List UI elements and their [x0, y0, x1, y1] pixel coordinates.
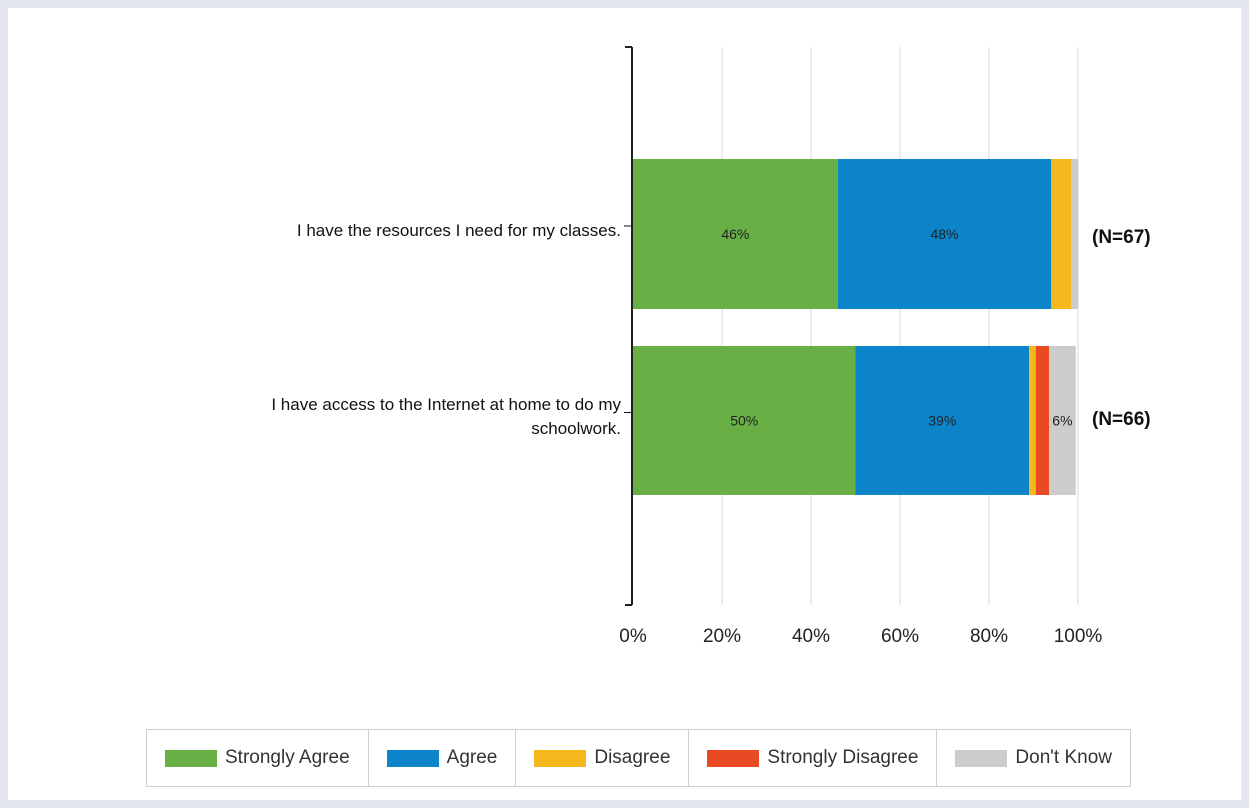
bar-segment — [1071, 159, 1078, 309]
x-tick-label: 40% — [792, 626, 830, 647]
category-label: I have the resources I need for my class… — [297, 221, 621, 240]
x-tick-label: 0% — [619, 626, 647, 647]
bar-segment — [855, 346, 1030, 495]
legend-swatch — [955, 749, 1008, 767]
data-label: 48% — [930, 226, 958, 242]
legend-label: Agree — [446, 747, 498, 768]
x-tick-label: 80% — [970, 626, 1008, 647]
legend-swatch — [386, 749, 439, 767]
legend-item: Agree — [369, 730, 517, 786]
data-label: 46% — [721, 226, 749, 242]
legend-label: Disagree — [594, 747, 671, 768]
bar-segment — [1035, 346, 1050, 495]
legend-swatch — [534, 749, 587, 767]
bar-segment — [1029, 346, 1036, 495]
legend-label: Strongly Agree — [225, 747, 350, 768]
data-label: 6% — [1052, 413, 1072, 429]
legend-swatch — [165, 749, 217, 767]
bar-segment — [1051, 159, 1072, 309]
n-label: (N=67) — [1092, 227, 1151, 248]
legend-swatch — [707, 749, 760, 767]
category-label: I have access to the Internet at home to… — [271, 395, 621, 414]
category-label: schoolwork. — [531, 419, 621, 438]
legend: Strongly Agree Agree Disagree Strongly Disa… — [146, 729, 1131, 787]
legend-item: Disagree — [516, 730, 690, 786]
legend-label: Strongly Disagree — [767, 747, 919, 768]
bar-segment — [837, 159, 1052, 309]
x-tick-label: 20% — [703, 626, 741, 647]
legend-label: Don't Know — [1015, 747, 1112, 768]
data-label: 39% — [928, 413, 956, 429]
bar-segment — [1049, 346, 1076, 495]
x-tick-label: 100% — [1054, 626, 1103, 647]
legend-item: Don't Know — [937, 730, 1130, 786]
legend-item: Strongly Disagree — [689, 730, 938, 786]
bar-segment — [633, 346, 856, 495]
x-tick-label: 60% — [881, 626, 919, 647]
n-label: (N=66) — [1092, 409, 1151, 430]
data-label: 50% — [730, 413, 758, 429]
bar-segment — [633, 159, 838, 309]
legend-item: Strongly Agree — [147, 730, 369, 786]
